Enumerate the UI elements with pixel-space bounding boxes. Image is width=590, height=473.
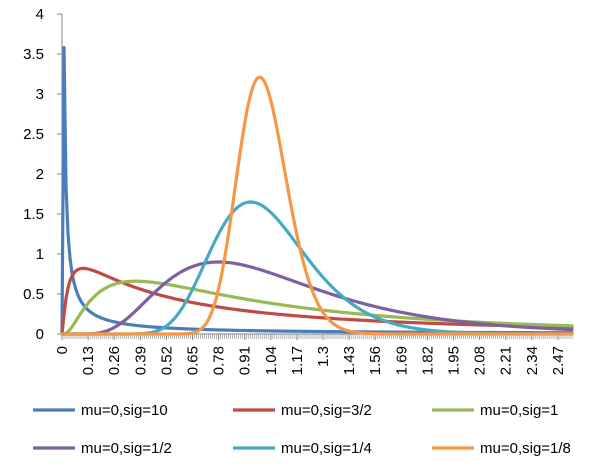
x-tick-label: 2.34 bbox=[524, 346, 541, 375]
series-line-3 bbox=[60, 279, 574, 336]
y-tick-label: 1.5 bbox=[23, 206, 44, 223]
legend-label: mu=0,sig=1/8 bbox=[480, 440, 571, 457]
x-tick-label: 2.21 bbox=[498, 346, 515, 375]
legend-label: mu=0,sig=1/4 bbox=[281, 440, 372, 457]
legend-label: mu=0,sig=1/2 bbox=[81, 440, 172, 457]
y-tick-label: 2 bbox=[36, 166, 44, 183]
y-tick-label: 1 bbox=[36, 246, 44, 263]
x-tick-label: 2.47 bbox=[550, 346, 567, 375]
legend-item-5: mu=0,sig=1/4 bbox=[233, 440, 372, 457]
legend: mu=0,sig=10 mu=0,sig=3/2 mu=0,sig=1 mu=0,si… bbox=[33, 402, 571, 457]
legend-item-6: mu=0,sig=1/8 bbox=[432, 440, 571, 457]
y-tick-label: 0 bbox=[36, 326, 44, 343]
series-lines bbox=[60, 45, 574, 336]
x-tick-label: 0 bbox=[54, 346, 71, 354]
x-tick-label: 1.69 bbox=[393, 346, 410, 375]
legend-item-3: mu=0,sig=1 bbox=[432, 402, 558, 419]
legend-label: mu=0,sig=3/2 bbox=[281, 402, 372, 419]
x-tick-label: 1.17 bbox=[289, 346, 306, 375]
y-tick-label: 4 bbox=[36, 6, 44, 23]
x-tick-label: 0.13 bbox=[80, 346, 97, 375]
x-tick-label: 0.91 bbox=[237, 346, 254, 375]
x-tick-label: 0.78 bbox=[211, 346, 228, 375]
y-tick-label: 3 bbox=[36, 86, 44, 103]
x-tick-label: 2.08 bbox=[472, 346, 489, 375]
x-tick-label: 1.3 bbox=[315, 346, 332, 367]
x-tick-label: 1.95 bbox=[446, 346, 463, 375]
series-line-6 bbox=[60, 75, 574, 336]
y-tick-label: 0.5 bbox=[23, 286, 44, 303]
legend-item-4: mu=0,sig=1/2 bbox=[33, 440, 172, 457]
x-tick-label: 1.82 bbox=[419, 346, 436, 375]
x-tick-label: 0.65 bbox=[185, 346, 202, 375]
x-tick-label: 0.39 bbox=[132, 346, 149, 375]
series-line-4 bbox=[60, 260, 574, 336]
y-tick-label: 3.5 bbox=[23, 46, 44, 63]
x-tick-label: 1.04 bbox=[263, 346, 280, 375]
x-tick-label: 1.43 bbox=[341, 346, 358, 375]
y-tick-label: 2.5 bbox=[23, 126, 44, 143]
legend-item-1: mu=0,sig=10 bbox=[33, 402, 168, 419]
x-tick-label: 0.26 bbox=[106, 346, 123, 375]
series-line-5 bbox=[60, 200, 574, 336]
legend-item-2: mu=0,sig=3/2 bbox=[233, 402, 372, 419]
legend-label: mu=0,sig=1 bbox=[480, 402, 558, 419]
x-axis-ticks: 0 0.13 0.26 0.39 0.52 0.65 0.78 0.91 1.04 1.17 1.3… bbox=[54, 334, 567, 375]
x-tick-label: 1.56 bbox=[367, 346, 384, 375]
x-tick-label: 0.52 bbox=[158, 346, 175, 375]
y-axis-ticks: 0 0.5 1 1.5 2 2.5 3 3.5 4 bbox=[23, 6, 62, 343]
legend-label: mu=0,sig=10 bbox=[81, 402, 168, 419]
